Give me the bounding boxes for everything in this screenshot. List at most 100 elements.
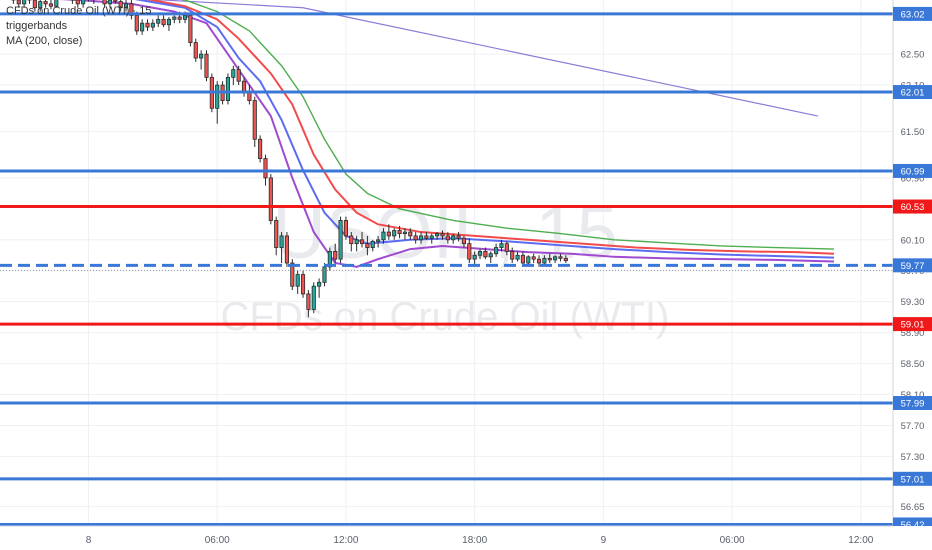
candle [193, 38, 198, 62]
price-axis: 62.5062.1061.5060.9060.1059.7059.3058.90… [892, 0, 932, 532]
candle-body [215, 84, 220, 109]
candle [553, 255, 558, 263]
price-tick-label: 57.30 [901, 452, 925, 463]
candle [32, 0, 37, 12]
candle [333, 243, 338, 263]
candle-body [204, 53, 209, 78]
candle [440, 230, 445, 240]
candle [93, 0, 95, 4]
level-price-tag [893, 163, 932, 178]
candle [188, 13, 193, 47]
level-price-label: 60.99 [901, 166, 925, 177]
candle [472, 251, 477, 265]
candle-body [472, 254, 477, 260]
candle-body [429, 235, 434, 239]
candle-body [536, 258, 542, 264]
ema-green-series [180, 0, 835, 250]
candle-body [118, 1, 123, 9]
candle-body [386, 231, 391, 237]
level-price-label: 59.01 [901, 320, 925, 331]
candle [268, 174, 273, 225]
time-tick-label: 12:00 [848, 535, 873, 546]
candle-body [123, 3, 129, 9]
candle [166, 17, 172, 31]
candle [107, 0, 113, 8]
candle [43, 0, 48, 8]
candle-body [542, 257, 547, 264]
candle [129, 0, 134, 20]
candle [349, 232, 354, 252]
current-price-tag [893, 258, 932, 273]
candle-body [199, 53, 204, 59]
candle-body [558, 256, 563, 259]
candle-body [370, 240, 375, 248]
level-price-tag [893, 396, 932, 411]
candle [290, 259, 295, 291]
candle [365, 235, 370, 256]
price-tick-label: 60.10 [901, 235, 925, 246]
level-price-label: 60.53 [901, 202, 925, 213]
candle-body [166, 18, 172, 26]
candle [172, 15, 177, 24]
candle [156, 15, 161, 28]
candle [418, 232, 424, 244]
candle [494, 243, 499, 257]
candle [48, 0, 54, 10]
candle-body [499, 243, 504, 248]
level-price-tag [893, 317, 932, 332]
candle-body [295, 274, 300, 287]
price-tick-label: 60.90 [901, 173, 925, 184]
candle [22, 0, 27, 8]
candle-body [140, 22, 145, 32]
candle [236, 65, 241, 86]
candle-body [75, 0, 80, 5]
candle [113, 0, 118, 4]
candle [123, 0, 129, 12]
candle-body [392, 230, 397, 237]
candle-body [182, 15, 188, 20]
candle [274, 216, 279, 256]
candle-body [172, 16, 177, 20]
time-axis: 8 06:00 12:00 18:00 9 06:00 12:00 [0, 525, 932, 550]
candle-body [231, 69, 236, 78]
candle-body [290, 262, 295, 287]
candle [558, 253, 563, 262]
candle [252, 96, 257, 147]
horizontal-levels [0, 12, 893, 526]
candle-body [145, 22, 150, 28]
candle-body [424, 235, 429, 239]
candle-body [547, 257, 552, 261]
candle-body [376, 239, 381, 242]
candle [536, 255, 542, 267]
candle-body [461, 237, 466, 245]
level-price-tag [893, 6, 932, 21]
watermark-name: CFDs on Crude Oil (WTI) [221, 295, 670, 339]
price-tick-label: 61.50 [901, 127, 925, 138]
candle-body [381, 231, 386, 241]
price-tick-label: 57.70 [901, 421, 925, 432]
candle [27, 0, 32, 4]
legend-indicator-triggerbands: triggerbands [6, 20, 68, 32]
candle-body [494, 247, 499, 255]
candle-body [38, 1, 43, 9]
candle [284, 232, 290, 267]
level-price-tag [893, 199, 932, 214]
candle-body [408, 231, 413, 237]
candle [381, 228, 386, 244]
candle [327, 247, 332, 271]
candle-body [531, 256, 536, 260]
candle [140, 19, 145, 35]
candle [300, 270, 306, 298]
current-price-label: 59.77 [901, 261, 925, 272]
candle [435, 232, 440, 240]
candle [338, 216, 343, 263]
candle [483, 247, 488, 260]
candle [279, 232, 284, 263]
level-price-tag [893, 471, 932, 486]
level-price-label: 57.01 [901, 474, 925, 485]
candle [456, 232, 461, 242]
candle-body [81, 0, 86, 5]
candle-body [156, 18, 161, 24]
price-tick-label: 56.65 [901, 502, 925, 513]
